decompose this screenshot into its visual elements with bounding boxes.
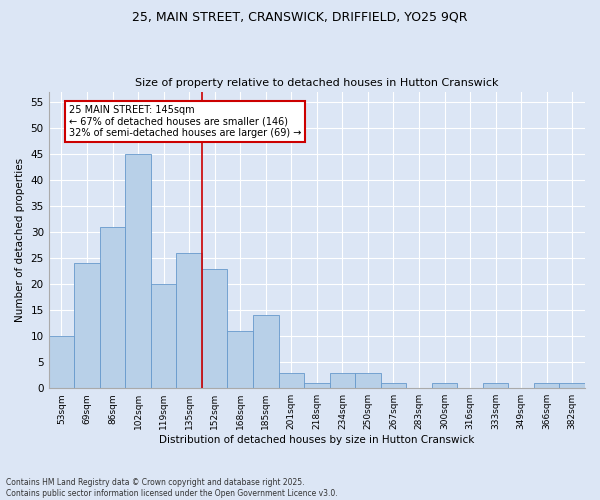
Bar	[380, 383, 406, 388]
Bar	[49, 336, 74, 388]
Bar	[278, 372, 304, 388]
Y-axis label: Number of detached properties: Number of detached properties	[15, 158, 25, 322]
Bar	[176, 253, 202, 388]
Bar	[74, 264, 100, 388]
Bar	[151, 284, 176, 388]
Text: 25, MAIN STREET, CRANSWICK, DRIFFIELD, YO25 9QR: 25, MAIN STREET, CRANSWICK, DRIFFIELD, Y…	[132, 10, 468, 23]
Bar	[559, 383, 585, 388]
Bar	[125, 154, 151, 388]
Text: Contains HM Land Registry data © Crown copyright and database right 2025.
Contai: Contains HM Land Registry data © Crown c…	[6, 478, 338, 498]
Bar	[355, 372, 380, 388]
Bar	[202, 268, 227, 388]
Text: 25 MAIN STREET: 145sqm
← 67% of detached houses are smaller (146)
32% of semi-de: 25 MAIN STREET: 145sqm ← 67% of detached…	[69, 104, 301, 138]
Bar	[432, 383, 457, 388]
Bar	[534, 383, 559, 388]
Bar	[483, 383, 508, 388]
Bar	[304, 383, 329, 388]
Bar	[100, 227, 125, 388]
Bar	[227, 331, 253, 388]
Bar	[329, 372, 355, 388]
Title: Size of property relative to detached houses in Hutton Cranswick: Size of property relative to detached ho…	[135, 78, 499, 88]
X-axis label: Distribution of detached houses by size in Hutton Cranswick: Distribution of detached houses by size …	[159, 435, 475, 445]
Bar	[253, 316, 278, 388]
